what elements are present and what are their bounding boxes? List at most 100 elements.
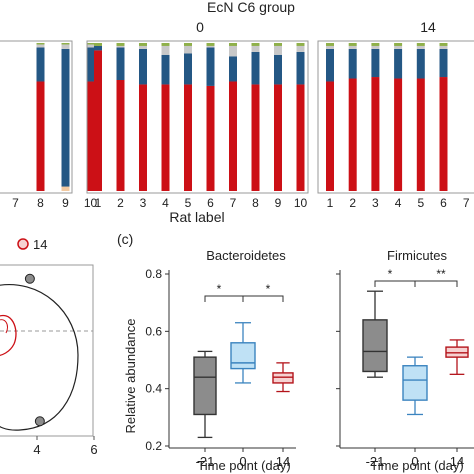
box-x-tick-label: 0 [411, 454, 418, 469]
bar-segment-blue [184, 53, 192, 85]
bar-segment-blue [116, 47, 125, 80]
box-x-tick-label: 14 [450, 454, 464, 469]
significance-label: * [217, 282, 222, 296]
bar-tick-label: 2 [117, 196, 124, 210]
bar-panel-day0-header: 0 [196, 19, 204, 35]
bar-tick-label: 7 [463, 196, 470, 210]
box-red [272, 372, 294, 384]
pca-frame [0, 264, 94, 437]
pca-point [24, 273, 35, 284]
bar-segment-blue [274, 54, 282, 85]
box-y-tick-label: 0.8 [145, 267, 162, 281]
bar-segment-red [394, 78, 403, 191]
bar-tick-label: 1 [327, 196, 334, 210]
pca-ellipse-black [0, 284, 79, 431]
bar-segment-gray [416, 45, 425, 49]
bar-segment-green [274, 43, 282, 46]
bar-segment-gray [394, 45, 403, 49]
bar-tick-label: 5 [417, 196, 424, 210]
bar-segment-green [371, 43, 380, 46]
box-gray [193, 356, 217, 416]
bar-segment-blue [94, 45, 102, 51]
bar-segment-red [139, 84, 147, 191]
bar-segment-blue [416, 48, 425, 79]
bar-segment-red [161, 84, 170, 191]
bar-segment-red [348, 78, 357, 191]
bar-segment-gray [184, 45, 192, 54]
box-chart-ylabel: Relative abundance [123, 319, 138, 434]
bar-segment-gray [371, 45, 380, 49]
bar-segment-red [206, 85, 215, 191]
bar-segment-gray [61, 44, 70, 49]
bar-segment-red [94, 50, 102, 192]
box-x-tick-label: -21 [196, 454, 215, 469]
bar-tick-label: 6 [207, 196, 214, 210]
significance-label: ** [436, 267, 446, 281]
bar-segment-gray [116, 45, 125, 48]
box-x-tick-label: 14 [276, 454, 290, 469]
bar-segment-green [348, 43, 357, 46]
bar-segment-green [251, 43, 260, 46]
bar-segment-gray [161, 45, 170, 55]
bar-segment-green [416, 43, 425, 46]
bar-panel-left: 7 8 9 10 [0, 40, 97, 210]
bar-tick-label: 1 [95, 196, 102, 210]
bar-segment-green [394, 43, 403, 46]
box-chart-2-title: Firmicutes [387, 248, 447, 263]
bar-segment-blue [206, 47, 215, 86]
bar-segment-blue [161, 54, 170, 85]
bar-segment-blue [36, 47, 45, 82]
bar-panel-day0-frame [86, 40, 309, 194]
bar-panel-left-frame [0, 40, 73, 194]
bar-segment-green [36, 43, 45, 45]
bar-segment-blue [86, 47, 95, 82]
bar-tick-label: 10 [294, 196, 308, 210]
box-y-tick-label: 0.2 [145, 439, 162, 453]
bar-segment-green [439, 43, 448, 46]
bar-segment-gray [86, 44, 95, 48]
bar-segment-gray [326, 45, 334, 49]
figure-title: EcN C6 group [207, 0, 295, 15]
panel-c-label: (c) [117, 231, 133, 247]
box-chart-1-xlabel: Time point (day) [197, 458, 290, 473]
pca-legend-label: 14 [33, 237, 47, 252]
box-blue [402, 365, 428, 401]
pca-panel: 14 4 6 [0, 237, 98, 457]
bar-tick-label: 9 [62, 196, 69, 210]
box-x-tick-label: -21 [366, 454, 385, 469]
bar-segment-green [116, 43, 125, 46]
bar-segment-green [94, 43, 102, 46]
box-chart-1-title: Bacteroidetes [206, 248, 286, 263]
box-y-tick-label: 0.4 [145, 382, 162, 396]
bar-tick-label: 7 [12, 196, 19, 210]
box-chart-2-xlabel: Time point (day) [370, 458, 463, 473]
significance-label: * [266, 282, 271, 296]
bar-segment-gray [274, 45, 282, 55]
bar-segment-gray [348, 45, 357, 49]
bar-segment-gray [206, 45, 215, 48]
box-y-tick-label: 0.6 [145, 324, 162, 338]
bar-panel-day14: 14 1 2 3 4 5 6 7 [317, 19, 474, 210]
bar-segment-green [139, 43, 147, 46]
bar-segment-red [326, 81, 334, 191]
bar-segment-blue [251, 51, 260, 85]
pca-tick-label: 6 [90, 442, 97, 457]
bar-segment-blue [371, 48, 380, 78]
pca-ellipse-red-inner [0, 319, 9, 334]
bar-tick-label: 4 [395, 196, 402, 210]
bar-segment-green [184, 43, 192, 46]
bar-tick-label: 8 [252, 196, 259, 210]
bar-segment-gray [36, 44, 45, 48]
bar-segment-blue [394, 48, 403, 79]
bar-segment-blue [229, 56, 237, 82]
bar-tick-label: 9 [275, 196, 282, 210]
bar-segment-red [86, 81, 95, 191]
bar-segment-blue [61, 48, 70, 187]
bar-panel-day14-header: 14 [420, 19, 436, 35]
bar-segment-green [206, 43, 215, 46]
bar-segment-green [229, 43, 237, 46]
bar-segment-blue [439, 48, 448, 78]
bar-segment-red [229, 81, 237, 191]
significance-bracket [242, 295, 284, 302]
